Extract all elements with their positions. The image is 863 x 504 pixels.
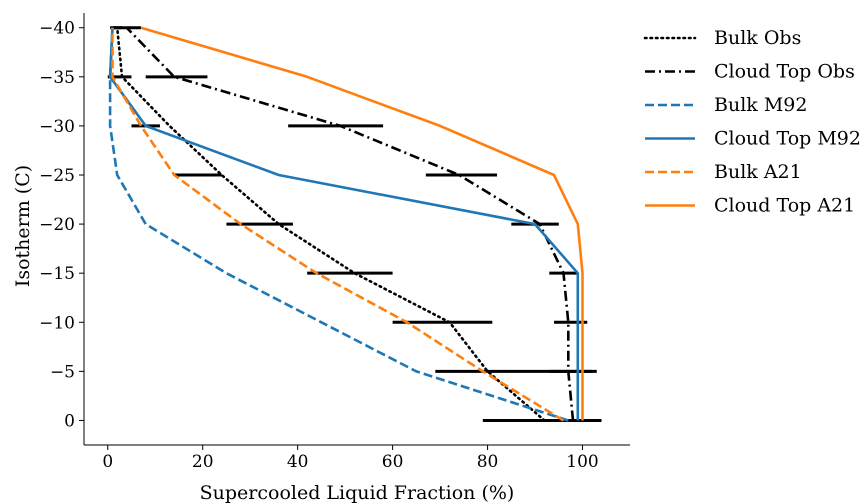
- y-tick-label: −5: [50, 362, 75, 382]
- x-tick-label: 40: [287, 452, 309, 472]
- series-line-bulk-obs: [115, 26, 546, 422]
- x-tick-label: 80: [477, 452, 499, 472]
- legend-label: Cloud Top A21: [714, 195, 855, 217]
- series-line-cloud-top-m92: [108, 27, 580, 421]
- y-tick-label: −10: [39, 313, 75, 333]
- y-tick-label: −40: [39, 19, 75, 39]
- legend-label: Cloud Top Obs: [714, 61, 855, 83]
- x-axis-label: Supercooled Liquid Fraction (%): [200, 482, 515, 504]
- legend-label: Cloud Top M92: [714, 128, 861, 150]
- legend-label: Bulk Obs: [714, 27, 801, 49]
- series-line-bulk-m92: [108, 27, 569, 422]
- y-axis-label: Isotherm (C): [12, 165, 34, 287]
- y-tick-label: −30: [39, 117, 75, 137]
- legend-label: Bulk M92: [714, 94, 807, 116]
- y-tick-label: −15: [39, 264, 75, 284]
- y-tick-label: −20: [39, 215, 75, 235]
- series-line-cloud-top-obs: [125, 26, 575, 421]
- legend: Bulk Obs Cloud Top Obs Bulk M92 Cloud Top M…: [643, 27, 861, 217]
- y-tick-label: −35: [39, 68, 75, 88]
- x-ticks: 0 20 40 60 80 100: [102, 445, 599, 472]
- x-tick-label: 0: [102, 452, 113, 472]
- x-tick-label: 20: [192, 452, 214, 472]
- plot-area: [107, 26, 602, 422]
- legend-label: Bulk A21: [714, 161, 802, 183]
- x-tick-label: 100: [566, 452, 598, 472]
- axes: [83, 13, 630, 446]
- series-line-cloud-top-a21: [140, 26, 584, 421]
- series-line-bulk-a21: [111, 27, 565, 422]
- y-ticks: 0 −5 −10 −15 −20 −25 −30 −35 −40: [39, 19, 84, 431]
- y-tick-label: 0: [64, 411, 75, 431]
- x-tick-label: 60: [382, 452, 404, 472]
- y-tick-label: −25: [39, 166, 75, 186]
